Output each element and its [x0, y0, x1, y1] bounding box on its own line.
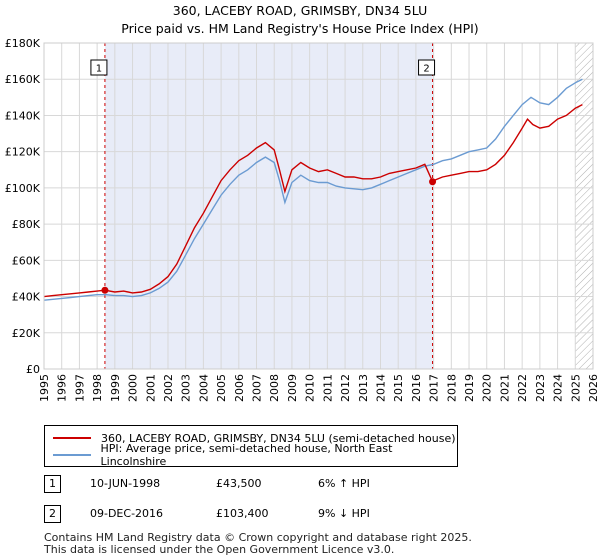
legend: 360, LACEBY ROAD, GRIMSBY, DN34 5LU (sem…: [44, 425, 458, 468]
sale-marker-box: [90, 59, 108, 76]
x-tick-label: 2018: [445, 374, 458, 402]
x-tick-label: 2009: [286, 374, 299, 402]
x-tick-label: 2000: [127, 374, 140, 402]
y-tick-label: £100K: [5, 182, 41, 195]
x-tick-label: 2020: [481, 374, 494, 402]
forecast-hatch: [575, 43, 593, 369]
y-tick-label: £80K: [12, 218, 41, 231]
x-tick-label: 2013: [357, 374, 370, 402]
plot-border: [43, 42, 594, 370]
x-tick-label: 2007: [251, 374, 264, 402]
chart-title-line1: 360, LACEBY ROAD, GRIMSBY, DN34 5LU: [172, 3, 428, 18]
y-tick-label: £0: [26, 363, 40, 376]
x-tick-label: 1995: [38, 374, 51, 402]
x-tick-label: 2006: [233, 374, 246, 402]
sale-hpi-change: 9% ↓ HPI: [318, 507, 370, 520]
hpi-line: [44, 78, 583, 301]
sale-price: £43,500: [216, 477, 262, 490]
x-tick-label: 2011: [321, 374, 334, 402]
y-tick-label: £120K: [5, 146, 41, 159]
x-tick-label: 1996: [56, 374, 69, 402]
footer-copyright: Contains HM Land Registry data © Crown c…: [44, 531, 472, 544]
x-tick-label: 2026: [587, 374, 600, 402]
x-tick-label: 2010: [304, 374, 317, 402]
price-chart: 1 2 £0 £20K £40K £60K £80K £100K £120K £140K £160K…: [5, 37, 600, 402]
x-tick-label: 2024: [552, 374, 565, 402]
sale-marker-box: [418, 59, 436, 76]
x-tick-label: 2005: [215, 374, 228, 402]
y-tick-label: £40K: [12, 291, 41, 304]
sale-hpi-change: 6% ↑ HPI: [318, 477, 370, 490]
x-tick-label: 2008: [268, 374, 281, 402]
sale-price: £103,400: [216, 507, 269, 520]
y-tick-label: £60K: [12, 254, 41, 267]
sale-period-shade: [104, 43, 433, 369]
x-tick-label: 2002: [162, 374, 175, 402]
y-tick-label: £140K: [5, 109, 41, 122]
x-tick-label: 2012: [339, 374, 352, 402]
x-tick-label: 2025: [569, 374, 582, 402]
sale-number-badge: 2: [44, 505, 61, 523]
sale-number-badge: 1: [44, 475, 61, 493]
x-tick-label: 2003: [180, 374, 193, 402]
x-tick-label: 1997: [73, 374, 86, 402]
property-price-line: [44, 103, 583, 298]
legend-swatch-hpi: [53, 454, 91, 456]
chart-title-line2: Price paid vs. HM Land Registry's House …: [121, 21, 479, 36]
x-tick-label: 2017: [428, 374, 441, 402]
legend-item-property: 360, LACEBY ROAD, GRIMSBY, DN34 5LU (sem…: [53, 430, 456, 446]
sale-marker-label: 1: [96, 64, 102, 75]
x-tick-label: 2001: [144, 374, 157, 402]
sale-marker-label: 2: [423, 64, 429, 75]
sale-date: 09-DEC-2016: [90, 507, 164, 520]
legend-label-hpi: HPI: Average price, semi-detached house,…: [100, 442, 393, 468]
y-tick-label: £180K: [5, 37, 41, 50]
x-tick-label: 2023: [534, 374, 547, 402]
legend-swatch-property: [53, 437, 91, 439]
legend-item-hpi: HPI: Average price, semi-detached house,…: [53, 442, 457, 468]
sale-date: 10-JUN-1998: [90, 477, 161, 490]
x-tick-label: 1998: [91, 374, 104, 402]
x-tick-label: 2004: [197, 374, 210, 402]
x-tick-label: 2022: [516, 374, 529, 402]
x-tick-label: 2016: [410, 374, 423, 402]
x-tick-label: 2015: [392, 374, 405, 402]
x-tick-label: 2021: [498, 374, 511, 402]
legend-label-property: 360, LACEBY ROAD, GRIMSBY, DN34 5LU (sem…: [101, 431, 456, 445]
y-tick-label: £20K: [12, 327, 41, 340]
y-tick-label: £160K: [5, 73, 41, 86]
x-tick-label: 2014: [374, 374, 387, 402]
sale-point: [429, 178, 437, 186]
x-tick-label: 1999: [109, 374, 122, 402]
x-tick-label: 2019: [463, 374, 476, 402]
sale-point: [101, 286, 109, 294]
footer-licence: This data is licensed under the Open Gov…: [44, 543, 395, 556]
